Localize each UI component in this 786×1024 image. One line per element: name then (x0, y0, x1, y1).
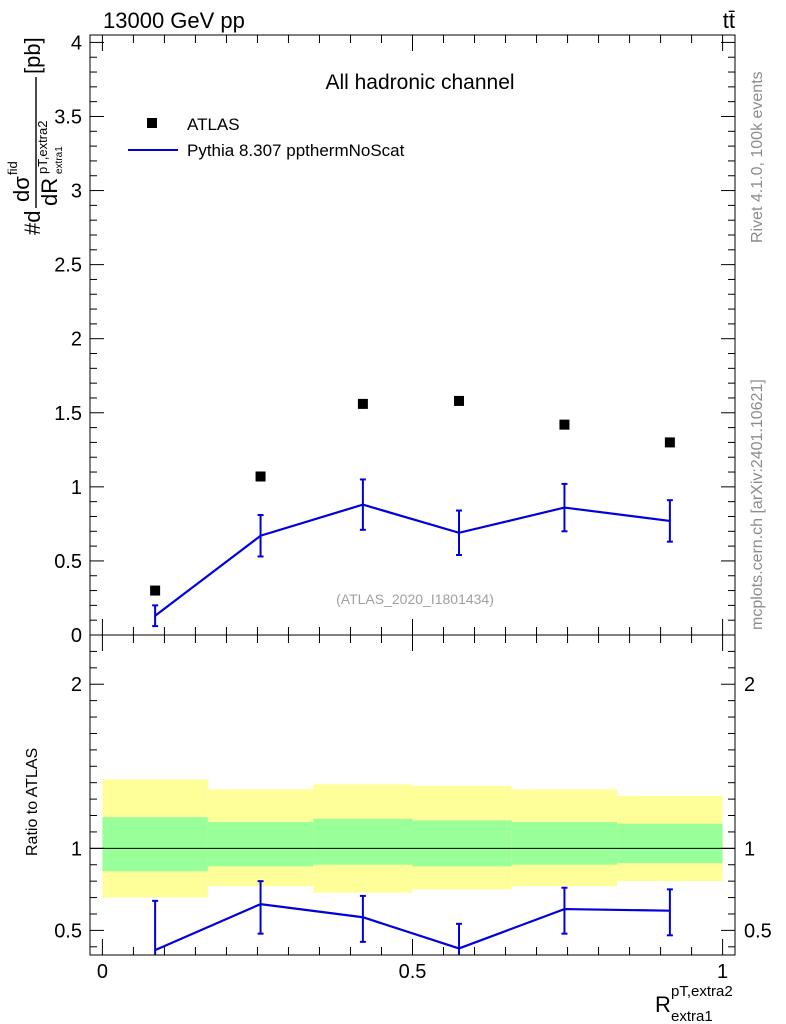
ylabel-den-sub: extra1 (54, 146, 65, 174)
ratio-panel: 0.5 0.5 1 1 2 2 0 0.5 1 Ratio to ATLAS R pT,extr… (24, 634, 772, 1024)
ratio-ytick-label-right: 0.5 (744, 920, 772, 942)
main-ytick-label: 2.5 (54, 255, 82, 277)
main-ytick-label: 1 (71, 477, 82, 499)
main-marks (150, 395, 675, 628)
mc-line (154, 503, 671, 617)
main-ytick-label: 3 (71, 181, 82, 203)
ratio-ytick-label: 1 (71, 838, 82, 860)
atlas-point (357, 398, 368, 409)
main-ytick-label: 4 (71, 32, 82, 54)
energy-label: 13000 GeV pp (103, 8, 245, 33)
legend-atlas-label: ATLAS (187, 115, 240, 134)
atlas-point (255, 471, 266, 482)
main-title: All hadronic channel (325, 71, 514, 94)
watermark: (ATLAS_2020_I1801434) (336, 591, 494, 607)
rivet-label: Rivet 4.1.0, 100k events (749, 71, 766, 243)
band-inner (313, 818, 413, 865)
band-inner (102, 817, 208, 872)
xlabel-base: R (655, 992, 671, 1017)
ratio-xlabel: R pT,extra2 extra1 (655, 983, 733, 1024)
xlabel-sup: pT,extra2 (671, 983, 733, 1000)
main-ytick-label: 3.5 (54, 106, 82, 128)
ratio-xtick-label: 1 (717, 961, 728, 983)
xlabel-sub: extra1 (671, 1008, 713, 1024)
ratio-ytick-label: 0.5 (54, 920, 82, 942)
legend-mc-label: Pythia 8.307 ppthermNoScat (187, 141, 405, 160)
band-inner (207, 822, 314, 867)
atlas-point (454, 395, 465, 406)
legend: ATLAS Pythia 8.307 ppthermNoScat (128, 115, 405, 160)
band-inner (511, 822, 618, 865)
ratio-xtick-label: 0 (97, 961, 108, 983)
process-label: tt̄ (723, 8, 735, 33)
main-ytick-label: 2 (71, 329, 82, 351)
band-inner (617, 823, 723, 864)
atlas-point (559, 419, 570, 430)
atlas-point (664, 437, 675, 448)
site-label: mcplots.cern.ch [arXiv:2401.10621] (749, 379, 766, 630)
ylabel-den-sup: pT,extra2 (35, 121, 50, 174)
ratio-ylabel: Ratio to ATLAS (24, 748, 41, 856)
ylabel-den: dR (37, 178, 62, 206)
ratio-xtick-label: 0.5 (399, 961, 427, 983)
legend-atlas-marker (147, 118, 157, 128)
ylabel-prefix: #d (20, 211, 45, 235)
ylabel-num: dσ (9, 176, 34, 202)
main-ylabel: #d dσ fid dR pT,extra2 extra1 [pb] (5, 37, 65, 235)
main-ytick-label: 0 (71, 625, 82, 647)
main-ytick-label: 1.5 (54, 403, 82, 425)
ylabel-unit: [pb] (20, 37, 45, 74)
ratio-ytick-label-right: 2 (744, 674, 755, 696)
main-panel: 0 0.5 1 1.5 2 2.5 3 3.5 4 All hadronic channel (… (5, 32, 736, 647)
ylabel-num-sup: fid (5, 161, 20, 175)
mc-ratio-line (154, 902, 670, 952)
band-inner (412, 820, 512, 867)
ratio-marks (90, 779, 735, 955)
atlas-point (150, 585, 161, 596)
main-ytick-label: 0.5 (54, 551, 82, 573)
ratio-ticks: 0.5 0.5 1 1 2 2 0 0.5 1 (54, 635, 772, 983)
ratio-ytick-label-right: 1 (744, 838, 755, 860)
ratio-ytick-label: 2 (71, 674, 82, 696)
